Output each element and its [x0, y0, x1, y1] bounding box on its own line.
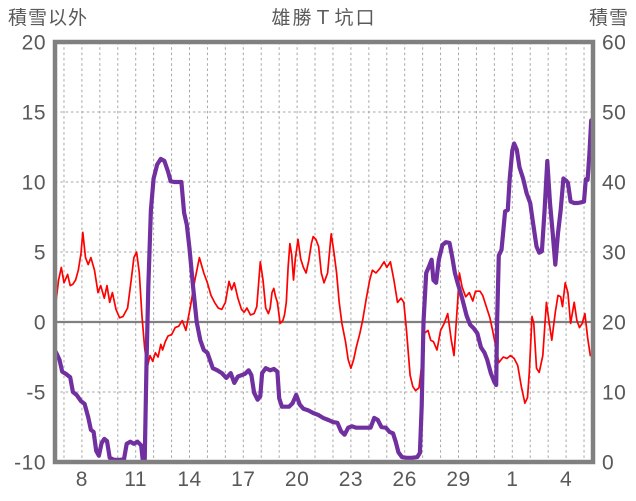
left-axis-tick-label: -5	[26, 382, 46, 405]
right-axis-tick-label: 40	[602, 172, 626, 195]
left-axis-tick-label: -10	[14, 452, 46, 475]
left-axis-tick-label: 10	[22, 172, 46, 195]
x-axis-tick-label: 29	[446, 468, 470, 491]
x-axis-tick-label: 20	[285, 468, 309, 491]
right-axis-tick-label: 60	[602, 32, 626, 55]
left-axis-tick-label: 15	[22, 102, 46, 125]
temperature-line	[55, 231, 592, 405]
left-axis-tick-label: 20	[22, 32, 46, 55]
right-axis-tick-label: 20	[602, 312, 626, 335]
x-axis-tick-label: 26	[393, 468, 417, 491]
x-axis-tick-label: 8	[76, 468, 88, 491]
series-lines	[54, 118, 594, 463]
left-axis-tick-label: 5	[34, 242, 46, 265]
x-axis-tick-label: 23	[339, 468, 363, 491]
right-axis-tick-label: 0	[602, 452, 614, 475]
snow-depth-line	[54, 118, 594, 463]
x-axis-tick-label: 11	[124, 468, 147, 491]
plot-area-border	[52, 39, 596, 465]
plot-border	[52, 39, 596, 465]
x-axis-tick-label: 4	[560, 468, 572, 491]
right-axis-tick-label: 50	[602, 102, 626, 125]
right-axis-title: 積雪	[589, 7, 629, 29]
right-axis-tick-label: 10	[602, 382, 626, 405]
right-axis-tick-label: 30	[602, 242, 626, 265]
x-axis-tick-label: 1	[506, 468, 518, 491]
x-axis-tick-label: 17	[231, 468, 255, 491]
chart-title: 雄勝Ｔ坑口	[271, 7, 376, 29]
left-axis-title: 積雪以外	[8, 7, 88, 29]
x-axis-tick-label: 14	[177, 468, 201, 491]
left-axis-tick-label: 0	[34, 312, 46, 335]
